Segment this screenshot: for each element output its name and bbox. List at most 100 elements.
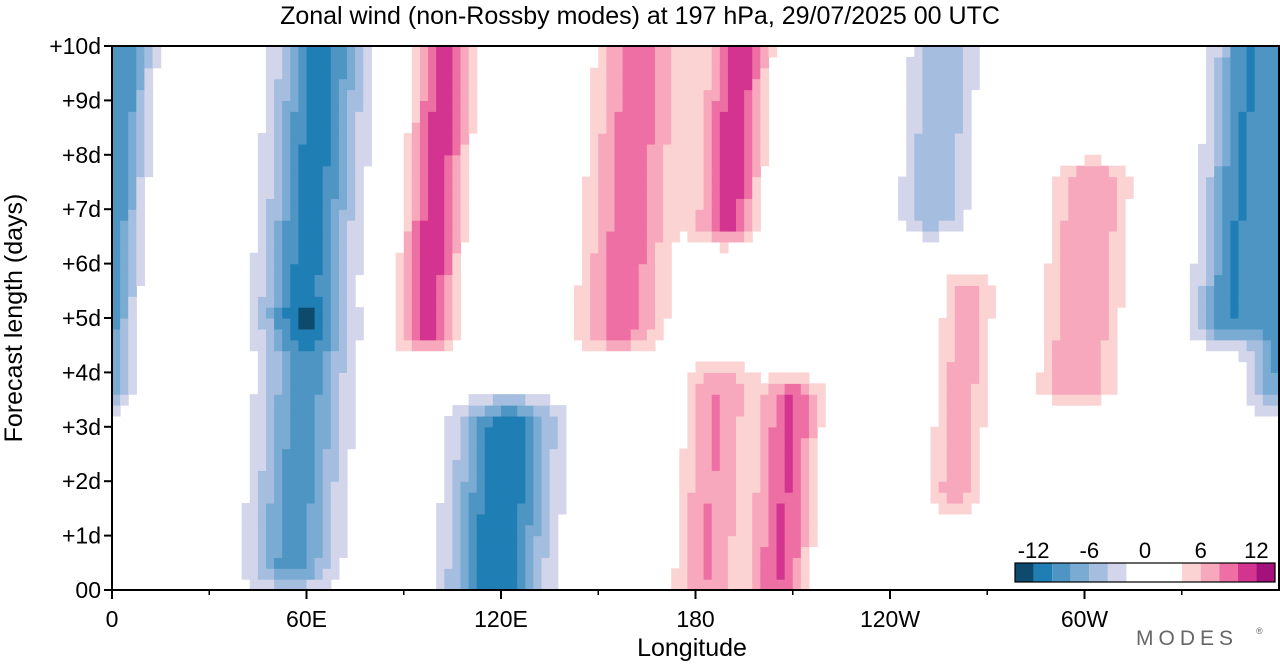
heat-cell: [687, 133, 697, 145]
y-axis: 00+1d+2d+3d+4d+5d+6d+7d+8d+9d+10d: [49, 33, 112, 603]
heat-cell: [930, 89, 940, 101]
heat-cell: [1246, 220, 1256, 232]
heat-cell: [274, 187, 283, 199]
heat-cell: [808, 426, 818, 439]
heat-cell: [322, 415, 332, 428]
heat-cell: [347, 383, 356, 395]
heat-cell: [112, 220, 121, 232]
heat-cell: [533, 405, 543, 417]
heat-cell: [298, 459, 308, 471]
heat-cell: [1100, 339, 1110, 352]
heat-cell: [355, 263, 364, 276]
heat-cell: [1197, 154, 1207, 167]
heat-cell: [622, 78, 632, 91]
heat-cell: [703, 46, 713, 58]
heat-cell: [436, 318, 445, 330]
heat-cell: [306, 220, 316, 232]
heat-cell: [598, 296, 607, 308]
heat-cell: [663, 209, 672, 221]
heat-cell: [1206, 230, 1215, 243]
heat-cell: [1052, 209, 1061, 221]
heat-cell: [776, 513, 786, 526]
heat-cell: [355, 241, 364, 254]
heat-cell: [347, 394, 356, 406]
heat-cell: [1222, 67, 1231, 80]
heat-cell: [679, 89, 688, 101]
heat-cell: [363, 67, 372, 80]
heat-cell: [322, 220, 332, 232]
x-axis-label: Longitude: [637, 634, 747, 662]
heat-cell: [776, 415, 786, 428]
heat-cell: [468, 67, 478, 80]
heat-cell: [330, 492, 340, 504]
heat-cell: [1262, 176, 1272, 189]
heat-cell: [1238, 230, 1248, 243]
heat-cell: [719, 481, 729, 493]
heat-cell: [1100, 263, 1110, 276]
heat-cell: [736, 568, 745, 580]
heat-cell: [128, 100, 137, 112]
heat-cell: [1230, 220, 1240, 232]
heat-cell: [727, 56, 737, 69]
heat-cell: [549, 579, 559, 590]
heat-cell: [338, 198, 348, 210]
heat-cell: [257, 230, 267, 243]
heat-cell: [744, 557, 753, 569]
heat-cell: [274, 328, 283, 341]
heat-cell: [306, 579, 316, 590]
heat-cell: [557, 502, 567, 515]
heat-cell: [128, 241, 137, 254]
heat-cell: [1214, 100, 1223, 112]
heat-cell: [1092, 154, 1102, 167]
heat-cell: [363, 111, 372, 123]
heat-cell: [582, 307, 591, 319]
heat-cell: [711, 230, 721, 243]
heat-cell: [630, 252, 640, 265]
heat-cell: [962, 405, 972, 417]
heat-cell: [282, 296, 291, 308]
heat-cell: [573, 307, 583, 319]
heat-cell: [938, 187, 948, 199]
heat-cell: [1262, 78, 1272, 91]
heat-cell: [744, 502, 753, 515]
heat-cell: [752, 133, 761, 145]
heat-cell: [322, 579, 332, 590]
heat-cell: [582, 274, 591, 286]
heat-cell: [768, 513, 778, 526]
heat-cell: [290, 209, 299, 221]
heat-cell: [930, 492, 940, 504]
heat-cell: [663, 230, 672, 243]
heat-cell: [492, 437, 502, 450]
heat-cell: [468, 46, 478, 58]
heat-cell: [671, 78, 680, 91]
heat-cell: [736, 361, 745, 373]
heat-cell: [954, 470, 964, 482]
heat-cell: [687, 448, 697, 461]
heat-cell: [1270, 263, 1279, 276]
heat-cell: [257, 339, 267, 352]
heat-cell: [436, 263, 445, 276]
heat-cell: [1076, 350, 1086, 363]
heat-cell: [695, 535, 705, 548]
heat-cell: [120, 230, 129, 243]
heat-cell: [444, 481, 453, 493]
heat-cell: [257, 318, 267, 330]
heat-cell: [533, 415, 543, 428]
heat-cell: [679, 568, 688, 580]
heat-cell: [962, 339, 972, 352]
heat-cell: [654, 111, 664, 123]
heat-cell: [630, 111, 640, 123]
heat-cell: [436, 154, 445, 167]
heat-cell: [736, 220, 745, 232]
heat-cell: [452, 470, 462, 482]
heat-cell: [533, 437, 543, 450]
heat-cell: [663, 263, 672, 276]
heat-cell: [760, 89, 770, 101]
heat-cell: [460, 67, 470, 80]
heat-cell: [314, 165, 324, 178]
heat-cell: [330, 372, 340, 384]
heat-cell: [1052, 296, 1061, 308]
heat-cell: [1214, 78, 1223, 91]
heat-cell: [744, 133, 753, 145]
heat-cell: [549, 481, 559, 493]
